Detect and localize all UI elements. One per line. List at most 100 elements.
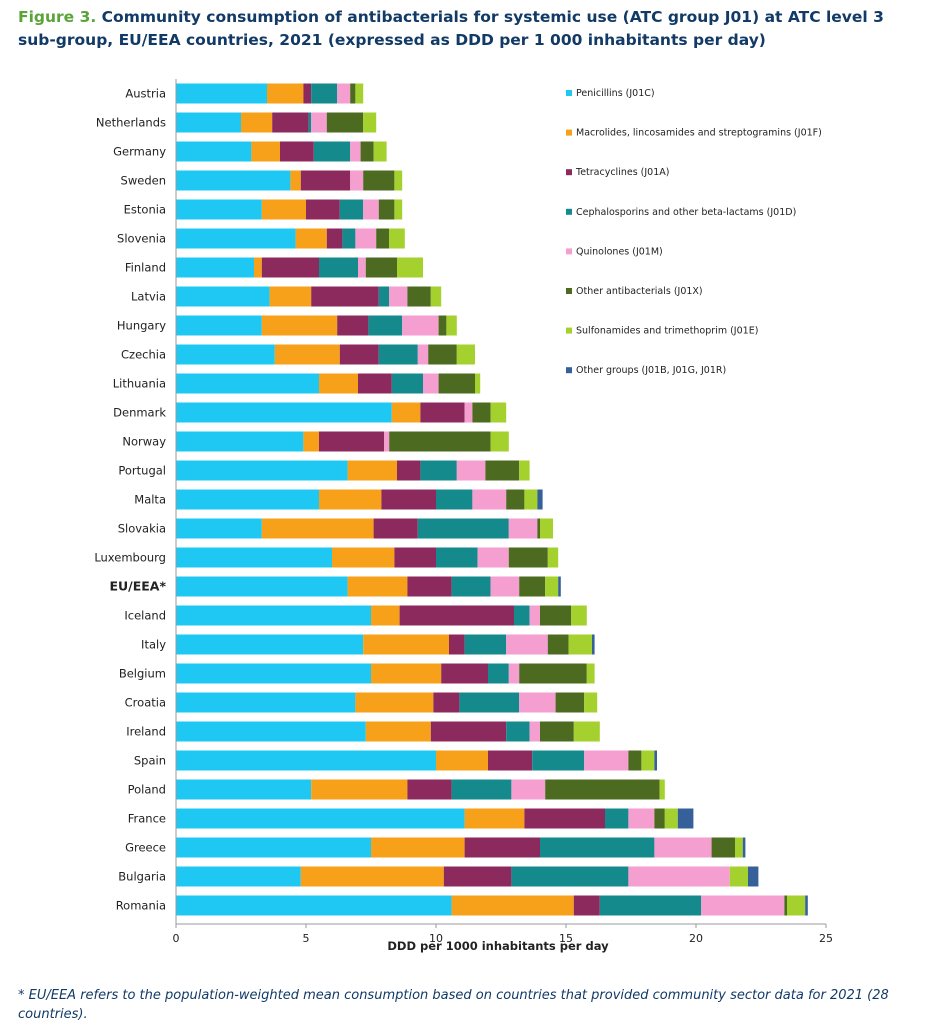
- bar-segment: [464, 402, 473, 423]
- legend-swatch: [566, 169, 572, 176]
- bar-segment: [451, 895, 574, 916]
- bar-segment: [571, 605, 587, 626]
- bar-segment: [176, 344, 275, 365]
- bar-segment: [475, 373, 481, 394]
- category-label: Slovenia: [117, 232, 166, 246]
- bar-segment: [742, 837, 746, 858]
- bar-segment: [339, 344, 379, 365]
- category-label: Luxembourg: [94, 551, 166, 565]
- category-label: Lithuania: [113, 377, 166, 391]
- bar-segment: [373, 141, 387, 162]
- bar-segment: [394, 170, 403, 191]
- bar-segment: [464, 837, 540, 858]
- bar-segment: [532, 750, 585, 771]
- bar-segment: [407, 576, 452, 597]
- bar-segment: [529, 721, 540, 742]
- x-tick-label: 10: [429, 932, 443, 945]
- bar-segment: [472, 489, 507, 510]
- bar-segment: [519, 663, 587, 684]
- bar-segment: [599, 895, 702, 916]
- bar-segment: [438, 373, 475, 394]
- legend-swatch: [566, 90, 572, 96]
- bar-segment: [311, 83, 338, 104]
- bar-segment: [176, 431, 304, 452]
- bar-segment: [371, 837, 465, 858]
- bar-segment: [371, 663, 442, 684]
- bar-segment: [391, 373, 423, 394]
- bar-segment: [784, 895, 787, 916]
- bar-segment: [490, 402, 507, 423]
- category-label: Romania: [116, 899, 166, 913]
- bar-segment: [423, 373, 439, 394]
- stacked-bar-chart: Austria Netherlands Germany Sweden Estonia Sl…: [94, 79, 833, 953]
- category-label: Italy: [141, 638, 166, 652]
- footnote: * EU/EEA refers to the population-weight…: [18, 988, 889, 1022]
- bar-segment: [628, 750, 642, 771]
- bar-segment: [394, 547, 436, 568]
- bar-segment: [436, 547, 478, 568]
- bar-segment: [488, 750, 533, 771]
- bar-segment: [358, 257, 366, 278]
- category-label: Norway: [122, 435, 166, 449]
- bar-segment: [524, 489, 538, 510]
- country-labels: Austria Netherlands Germany Sweden Estonia Sl…: [94, 87, 166, 913]
- bar-segment: [584, 750, 629, 771]
- bar-segment: [176, 373, 319, 394]
- bar-segment: [384, 431, 390, 452]
- bar-segment: [477, 547, 509, 568]
- bar-segment: [472, 402, 491, 423]
- bar-segment: [261, 518, 374, 539]
- legend-swatch: [566, 288, 572, 294]
- bar-segment: [381, 489, 436, 510]
- figure-label: Figure 3.: [18, 8, 97, 26]
- bar-segment: [459, 692, 520, 713]
- bar-segment: [456, 460, 486, 481]
- bar-segment: [261, 257, 319, 278]
- bar-segment: [350, 83, 356, 104]
- bar-segment: [176, 83, 267, 104]
- bar-segment: [347, 460, 397, 481]
- bar-segment: [176, 605, 371, 626]
- category-label: Czechia: [121, 348, 166, 362]
- bar-segment: [540, 518, 553, 539]
- bar-segment: [176, 518, 262, 539]
- bar-segment: [537, 489, 543, 510]
- bar-segment: [417, 518, 509, 539]
- bar-segment: [176, 576, 348, 597]
- x-tick-label: 20: [689, 932, 703, 945]
- bar-segment: [176, 866, 301, 887]
- bar-segment: [508, 547, 548, 568]
- x-tick-label: 25: [819, 932, 833, 945]
- bar-segment: [176, 692, 356, 713]
- category-label: Latvia: [131, 290, 166, 304]
- bar-segment: [326, 112, 364, 133]
- category-label: Slovakia: [118, 522, 166, 536]
- bar-area: [176, 83, 808, 916]
- bar-segment: [605, 808, 629, 829]
- bar-segment: [358, 373, 392, 394]
- category-label: Belgium: [119, 667, 166, 681]
- figure-title: Figure 3. Community consumption of antib…: [18, 6, 923, 52]
- bar-segment: [365, 721, 431, 742]
- bar-segment: [433, 692, 460, 713]
- bar-segment: [711, 837, 735, 858]
- bar-segment: [402, 315, 439, 336]
- bar-segment: [280, 141, 314, 162]
- bar-segment: [586, 663, 595, 684]
- bar-segment: [261, 199, 306, 220]
- bar-segment: [748, 866, 759, 887]
- legend-swatch: [566, 248, 572, 255]
- bar-segment: [269, 286, 312, 307]
- bar-segment: [176, 257, 254, 278]
- x-tick-label: 5: [303, 932, 310, 945]
- bar-segment: [313, 141, 351, 162]
- bar-segment: [350, 170, 364, 191]
- bar-segment: [176, 547, 332, 568]
- bar-segment: [332, 547, 395, 568]
- bar-segment: [355, 83, 364, 104]
- bar-segment: [300, 866, 444, 887]
- bar-segment: [451, 779, 512, 800]
- legend-swatch: [566, 129, 572, 136]
- bar-segment: [464, 634, 507, 655]
- bar-segment: [389, 431, 491, 452]
